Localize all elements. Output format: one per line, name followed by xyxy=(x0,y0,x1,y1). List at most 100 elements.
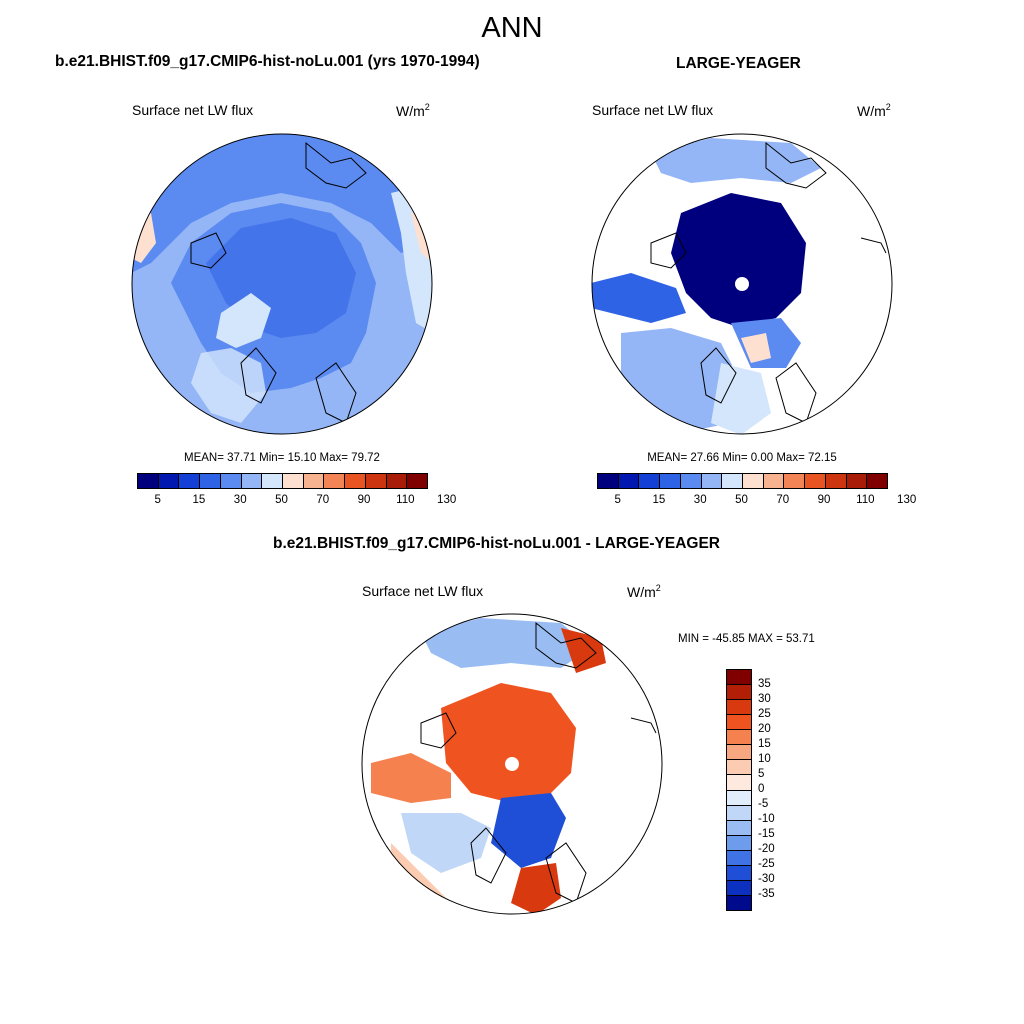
panel-3-stats: MIN = -45.85 MAX = 53.71 xyxy=(678,633,815,645)
panel-2-colorbar xyxy=(597,473,888,489)
map-fill-atlantic-cool xyxy=(401,813,491,873)
colorbar-swatch xyxy=(262,474,284,488)
colorbar-tick-label: 130 xyxy=(897,494,917,506)
colorbar-tick-label: 110 xyxy=(396,494,415,506)
main-title: ANN xyxy=(481,12,543,44)
colorbar-tick-label: -35 xyxy=(758,888,775,900)
colorbar-swatch xyxy=(324,474,346,488)
colorbar-swatch xyxy=(200,474,221,488)
colorbar-tick-label: 5 xyxy=(614,494,621,506)
coastlines xyxy=(420,621,657,904)
map-pole-hole xyxy=(735,277,749,291)
colorbar-tick-label: 70 xyxy=(316,494,330,506)
colorbar-swatch xyxy=(598,474,619,488)
map-fill-arctic-warm xyxy=(441,683,576,803)
map-fill-greenland xyxy=(216,293,271,348)
colorbar-swatch xyxy=(680,474,702,488)
colorbar-swatch xyxy=(825,474,847,488)
colorbar-swatch xyxy=(805,474,826,488)
map-fill-norwegian xyxy=(711,363,771,434)
colorbar-tick-label: -25 xyxy=(758,858,775,870)
panel-2-colorbar-labels: 5 15 30 50 70 90 110 130 xyxy=(597,494,916,508)
colorbar-tick-label: -5 xyxy=(758,798,769,810)
colorbar-swatch xyxy=(727,820,751,836)
colorbar-swatch xyxy=(727,730,751,746)
coastlines xyxy=(190,141,367,424)
colorbar-tick-label: 70 xyxy=(776,494,790,506)
colorbar-tick-label: 30 xyxy=(233,494,247,506)
colorbar-swatch xyxy=(727,895,751,910)
colorbar-swatch xyxy=(784,474,806,488)
colorbar-swatch xyxy=(727,760,751,776)
panel-3-units: W/m2 xyxy=(627,583,661,600)
map-fill-arctic-dark xyxy=(671,193,806,328)
colorbar-swatch xyxy=(386,474,408,488)
colorbar-swatch xyxy=(220,474,242,488)
colorbar-swatch xyxy=(138,474,159,488)
panel-3-colorbar xyxy=(726,669,752,911)
colorbar-swatch xyxy=(727,670,751,686)
map-pole-hole xyxy=(505,757,519,771)
colorbar-tick-label: 35 xyxy=(758,678,771,690)
map-fill-light-south xyxy=(191,348,266,423)
colorbar-swatch xyxy=(283,474,304,488)
panel-1-units: W/m2 xyxy=(396,102,430,119)
panel-1-colorbar xyxy=(137,473,428,489)
panel-1-variable-label: Surface net LW flux xyxy=(132,102,254,118)
colorbar-tick-label: 50 xyxy=(735,494,748,506)
colorbar-swatch xyxy=(722,474,744,488)
panel-2-title: LARGE-YEAGER xyxy=(676,55,801,72)
colorbar-tick-label: 15 xyxy=(192,494,206,506)
colorbar-swatch xyxy=(727,805,751,821)
colorbar-swatch xyxy=(241,474,263,488)
colorbar-tick-label: 30 xyxy=(758,693,771,705)
colorbar-tick-label: 110 xyxy=(856,494,875,506)
colorbar-swatch xyxy=(727,850,751,866)
colorbar-swatch xyxy=(660,474,681,488)
colorbar-swatch xyxy=(639,474,661,488)
panel-1-title: b.e21.BHIST.f09_g17.CMIP6-hist-noLu.001 … xyxy=(55,53,480,70)
colorbar-swatch xyxy=(179,474,201,488)
colorbar-swatch xyxy=(727,835,751,851)
colorbar-tick-label: 0 xyxy=(758,783,765,795)
colorbar-tick-label: -20 xyxy=(758,843,775,855)
colorbar-swatch xyxy=(727,715,751,731)
panel-2-stats: MEAN= 27.66 Min= 0.00 Max= 72.15 xyxy=(647,452,837,464)
colorbar-tick-label: 20 xyxy=(758,723,771,735)
colorbar-tick-label: 130 xyxy=(437,494,457,506)
colorbar-swatch xyxy=(846,474,868,488)
colorbar-swatch xyxy=(365,474,387,488)
colorbar-swatch xyxy=(727,745,751,761)
colorbar-swatch xyxy=(158,474,180,488)
colorbar-tick-label: 15 xyxy=(758,738,771,750)
map-fill-light-north xyxy=(651,138,821,183)
colorbar-swatch xyxy=(701,474,723,488)
map-fill-barents-cool xyxy=(491,793,566,868)
colorbar-tick-label: -10 xyxy=(758,813,775,825)
map-fill-mid-blue xyxy=(132,134,431,273)
panel-1-polar-map xyxy=(131,133,433,435)
colorbar-tick-label: -15 xyxy=(758,828,775,840)
colorbar-swatch xyxy=(345,474,366,488)
colorbar-tick-label: 5 xyxy=(154,494,161,506)
colorbar-swatch xyxy=(303,474,325,488)
panel-2-units: W/m2 xyxy=(857,102,891,119)
map-fill-baffin xyxy=(592,273,686,323)
colorbar-tick-label: 10 xyxy=(758,753,771,765)
colorbar-swatch xyxy=(743,474,764,488)
colorbar-tick-label: -30 xyxy=(758,873,775,885)
colorbar-tick-label: 15 xyxy=(652,494,666,506)
colorbar-tick-label: 90 xyxy=(357,494,371,506)
colorbar-swatch xyxy=(727,775,751,791)
panel-1-colorbar-labels: 5 15 30 50 70 90 110 130 xyxy=(137,494,456,508)
panel-3-polar-map xyxy=(361,613,663,915)
panel-3-colorbar-labels: 35 30 25 20 15 10 5 0 -5 -10 -15 -20 -25 -30 -35 xyxy=(758,669,798,909)
colorbar-tick-label: 5 xyxy=(758,768,765,780)
colorbar-swatch xyxy=(727,685,751,701)
colorbar-swatch xyxy=(618,474,640,488)
map-fill-warm-patch xyxy=(741,333,771,363)
panel-2-variable-label: Surface net LW flux xyxy=(592,102,714,118)
colorbar-swatch xyxy=(763,474,785,488)
map-fill-norwegian-warm xyxy=(511,863,561,914)
coastlines xyxy=(650,141,887,424)
